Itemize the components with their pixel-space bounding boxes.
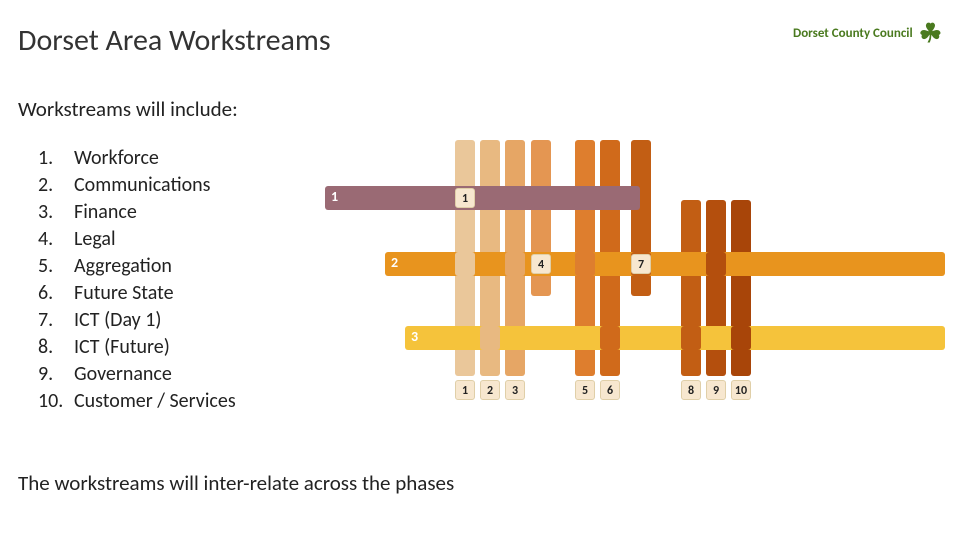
hband-label: 3 bbox=[411, 328, 418, 345]
diagram-badge: 4 bbox=[531, 254, 551, 274]
list-label: Legal bbox=[74, 226, 116, 253]
hband-label: 2 bbox=[391, 254, 398, 271]
diagram-hband: 1 bbox=[325, 186, 640, 210]
list-num: 8. bbox=[38, 334, 74, 361]
diagram-badge: 7 bbox=[631, 254, 651, 274]
diagram-vbar-front bbox=[575, 252, 595, 276]
list-label: Governance bbox=[74, 361, 172, 388]
list-item: 3.Finance bbox=[38, 199, 236, 226]
list-num: 3. bbox=[38, 199, 74, 226]
diagram-badge: 2 bbox=[480, 380, 500, 400]
diagram-badge: 9 bbox=[706, 380, 726, 400]
list-label: ICT (Future) bbox=[74, 334, 170, 361]
subtitle: Workstreams will include: bbox=[18, 96, 238, 122]
diagram-vbar-front bbox=[706, 252, 726, 276]
list-item: 1.Workforce bbox=[38, 145, 236, 172]
diagram-badge: 1 bbox=[455, 188, 475, 208]
diagram-badge: 8 bbox=[681, 380, 701, 400]
page-title: Dorset Area Workstreams bbox=[18, 22, 331, 59]
logo-text: Dorset County Council bbox=[793, 26, 913, 41]
list-num: 10. bbox=[38, 388, 74, 415]
hband-label: 1 bbox=[331, 188, 338, 205]
list-num: 7. bbox=[38, 307, 74, 334]
list-num: 4. bbox=[38, 226, 74, 253]
list-item: 7.ICT (Day 1) bbox=[38, 307, 236, 334]
diagram-badge: 3 bbox=[505, 380, 525, 400]
list-num: 2. bbox=[38, 172, 74, 199]
diagram-badge: 10 bbox=[731, 380, 751, 400]
list-label: Future State bbox=[74, 280, 174, 307]
logo: Dorset County Council ☘ bbox=[793, 22, 942, 44]
list-num: 9. bbox=[38, 361, 74, 388]
weave-diagram: 123147123568910 bbox=[325, 140, 945, 420]
list-item: 10.Customer / Services bbox=[38, 388, 236, 415]
diagram-badge: 1 bbox=[455, 380, 475, 400]
footer-text: The workstreams will inter-relate across… bbox=[18, 470, 454, 496]
list-label: Aggregation bbox=[74, 253, 172, 280]
diagram-vbar-front bbox=[600, 326, 620, 350]
list-item: 5.Aggregation bbox=[38, 253, 236, 280]
diagram-vbar-front bbox=[681, 326, 701, 350]
diagram-badge: 5 bbox=[575, 380, 595, 400]
list-label: Communications bbox=[74, 172, 210, 199]
stag-icon: ☘ bbox=[919, 22, 942, 44]
list-num: 5. bbox=[38, 253, 74, 280]
list-item: 4.Legal bbox=[38, 226, 236, 253]
list-item: 6.Future State bbox=[38, 280, 236, 307]
diagram-vbar-front bbox=[731, 326, 751, 350]
list-label: Workforce bbox=[74, 145, 159, 172]
list-num: 6. bbox=[38, 280, 74, 307]
list-label: Customer / Services bbox=[74, 388, 236, 415]
diagram-vbar-front bbox=[480, 326, 500, 350]
list-label: ICT (Day 1) bbox=[74, 307, 161, 334]
list-label: Finance bbox=[74, 199, 137, 226]
diagram-badge: 6 bbox=[600, 380, 620, 400]
list-item: 2.Communications bbox=[38, 172, 236, 199]
workstream-list: 1.Workforce 2.Communications 3.Finance 4… bbox=[38, 145, 236, 415]
list-item: 9.Governance bbox=[38, 361, 236, 388]
diagram-vbar-front bbox=[455, 252, 475, 276]
list-num: 1. bbox=[38, 145, 74, 172]
diagram-vbar-front bbox=[505, 252, 525, 276]
list-item: 8.ICT (Future) bbox=[38, 334, 236, 361]
